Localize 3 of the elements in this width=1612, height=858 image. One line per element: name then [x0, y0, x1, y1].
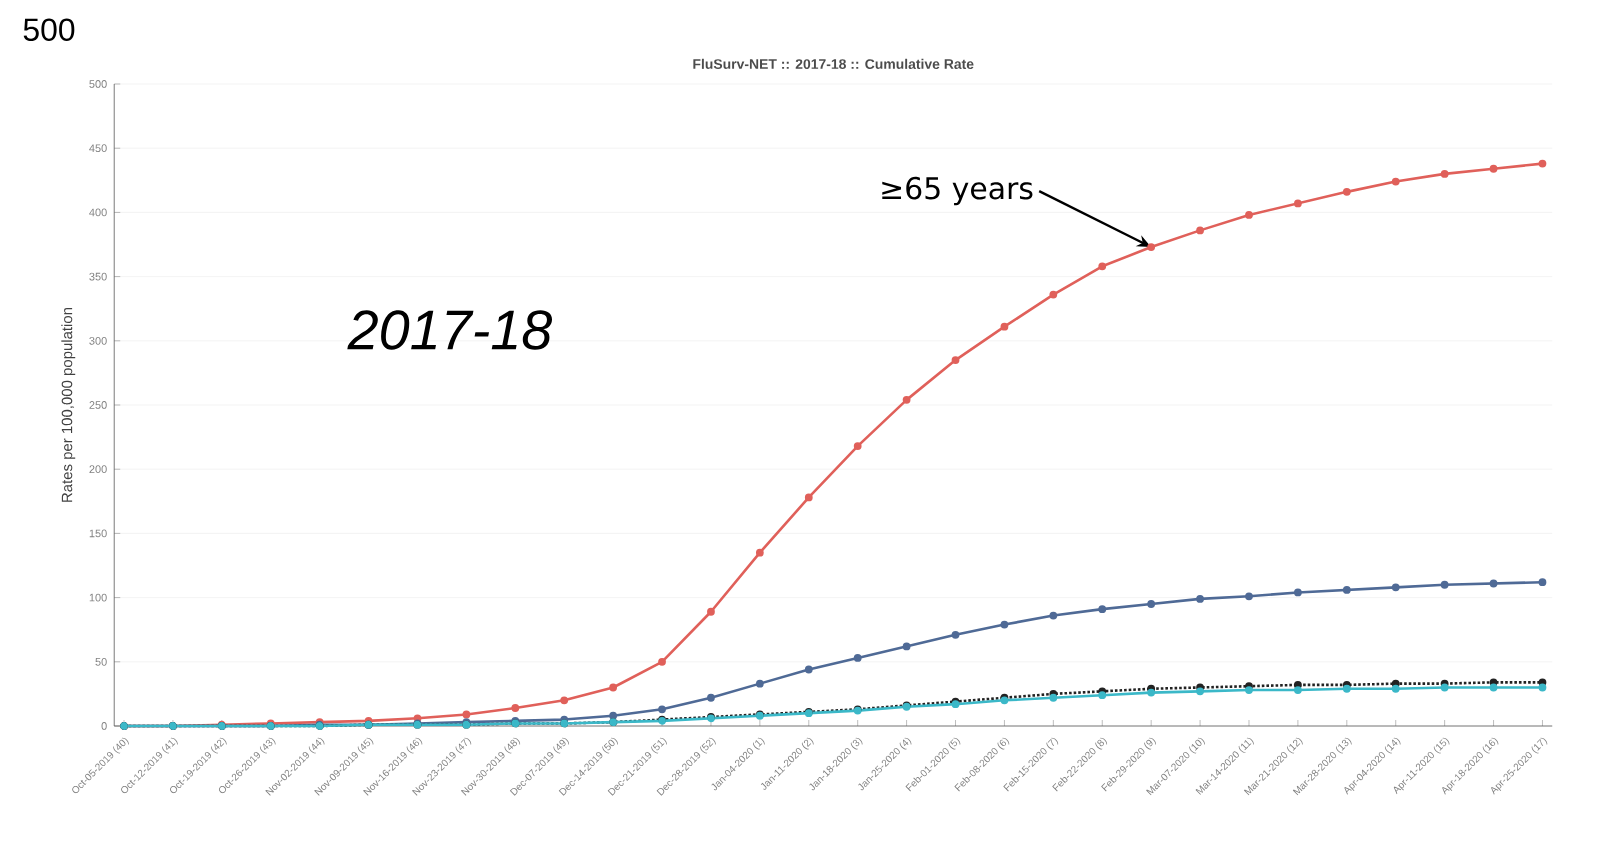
annotation: 2017-18 [347, 310, 552, 350]
annotation: ≥65 years [882, 176, 1033, 206]
text: 500 [23, 18, 75, 41]
